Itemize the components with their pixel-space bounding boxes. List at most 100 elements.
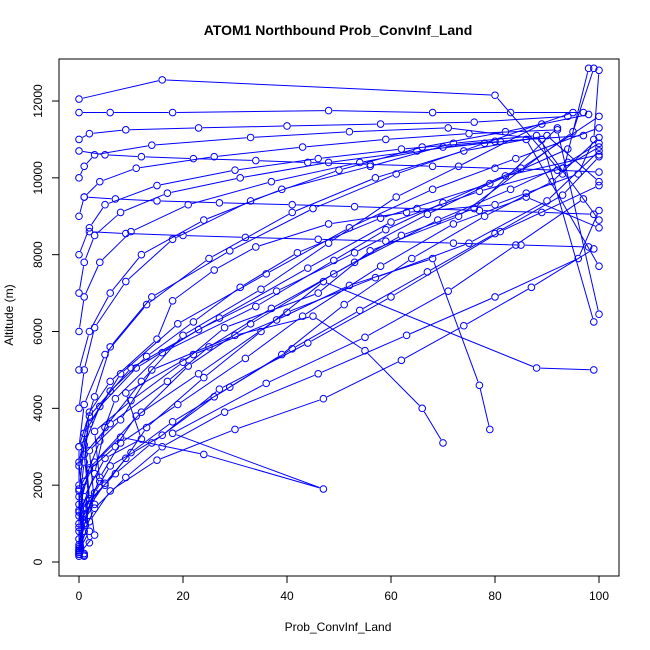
x-tick-label: 0 [76,589,83,603]
series-segment [82,80,159,99]
series-segment [96,414,140,460]
data-point [75,527,83,536]
series-segment [238,399,320,429]
series-segment [78,408,85,443]
data-point [376,214,385,222]
series-segment [332,110,429,113]
series-segment [441,190,508,219]
series-segment [85,239,94,259]
data-point [200,216,208,224]
data-point [595,143,603,151]
data-point [506,108,515,117]
data-point [80,441,88,449]
data-point [127,227,135,236]
series-segment [212,213,289,258]
data-point [122,277,130,286]
data-point [231,166,239,174]
data-point [319,485,328,493]
series-segment [524,244,585,248]
series-15 [75,195,588,558]
data-point [397,356,406,365]
series-segment [91,439,119,466]
data-point [80,492,88,501]
data-point [111,394,120,403]
data-point [96,402,104,411]
series-segment [498,259,575,296]
series-10 [75,124,562,559]
series-segment [100,402,115,438]
series-4 [75,64,598,551]
data-point [85,446,94,455]
series-32 [75,64,593,178]
data-point [590,318,598,326]
series-segment [430,177,503,214]
series-segment [143,337,181,379]
series-31 [75,112,572,144]
data-point [148,141,156,149]
data-point [75,147,83,155]
data-point [90,469,99,478]
data-point [579,131,588,140]
data-point [189,318,198,326]
data-point [304,158,312,167]
series-segment [98,145,148,155]
series-segment [384,184,487,218]
series-segment [92,449,113,468]
data-point [116,433,125,441]
data-point [215,314,224,322]
series-segment [79,300,85,328]
data-point [361,333,369,342]
y-tick-label: 10000 [31,161,45,195]
y-axis-label: Altitude (m) [2,284,16,345]
series-segment [352,190,430,227]
series-segment [311,298,388,342]
series-segment [269,229,347,273]
data-point [80,400,88,409]
data-point [595,262,603,270]
data-point [532,364,541,372]
series-segment [322,148,398,159]
series-segment [404,327,461,359]
data-point [153,456,161,464]
series-segment [232,350,290,386]
series-segment [493,150,565,183]
data-point [163,189,172,197]
series-28 [75,137,499,259]
series-segment [353,127,445,133]
series-segment [296,204,351,208]
data-point [579,195,588,203]
data-point [106,108,114,117]
data-point [168,296,177,305]
series-segment [244,162,325,178]
data-point [220,323,229,332]
series-segment [107,307,145,352]
series-segment [527,142,598,263]
data-point [106,387,114,395]
series-23 [75,131,603,451]
data-point [246,133,255,142]
series-segment [565,148,596,167]
data-point [324,158,333,167]
series-segment [218,147,299,157]
series-segment [326,361,399,398]
data-point [75,550,83,559]
data-point [101,200,109,209]
data-point [512,154,520,163]
data-point [101,350,109,359]
data-point [371,174,380,182]
series-segment [222,269,305,317]
series-segment [258,262,331,305]
data-point [298,143,307,151]
series-segment [374,164,429,167]
series-segment [573,71,594,129]
data-point [480,212,489,221]
data-point [491,137,499,146]
series-segment [117,355,160,397]
series-segment [91,207,104,225]
data-point [496,137,505,146]
data-point [366,162,375,171]
data-point [454,162,463,171]
series-segment [79,373,85,405]
series-segment [207,190,279,220]
data-point [491,91,499,100]
